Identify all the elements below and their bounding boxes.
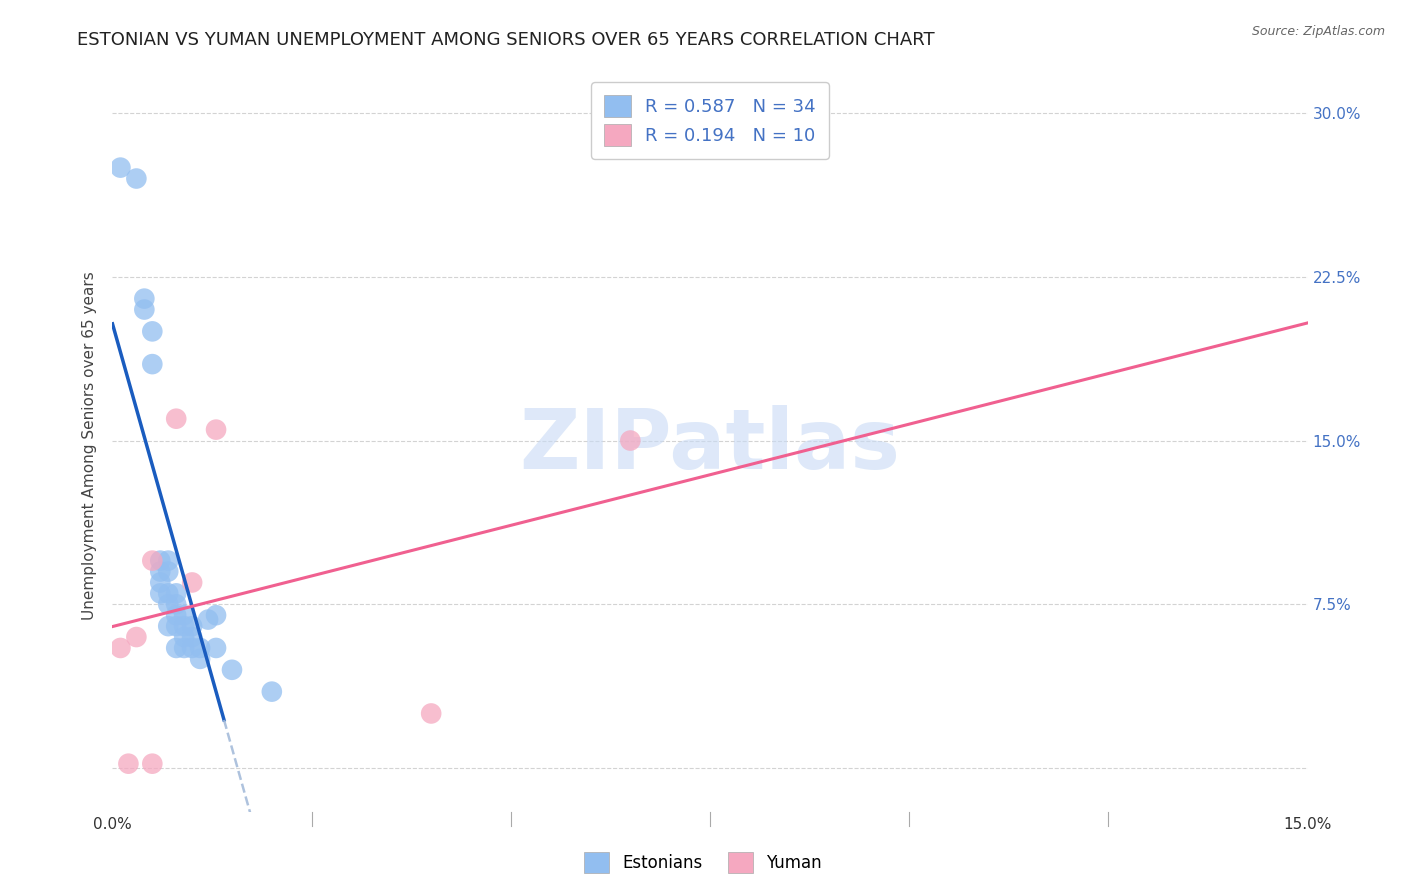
Point	[181, 630, 204, 644]
Point	[205, 423, 228, 437]
Point	[619, 434, 641, 448]
Point	[117, 756, 139, 771]
Point	[188, 640, 211, 655]
Point	[141, 554, 163, 568]
Point	[157, 586, 180, 600]
Text: Source: ZipAtlas.com: Source: ZipAtlas.com	[1251, 25, 1385, 38]
Point	[165, 597, 187, 611]
Point	[165, 640, 187, 655]
Point	[221, 663, 243, 677]
Point	[125, 630, 148, 644]
Point	[141, 357, 163, 371]
Point	[149, 586, 172, 600]
Point	[157, 619, 180, 633]
Point	[173, 640, 195, 655]
Point	[173, 619, 195, 633]
Point	[134, 302, 156, 317]
Point	[173, 630, 195, 644]
Text: ESTONIAN VS YUMAN UNEMPLOYMENT AMONG SENIORS OVER 65 YEARS CORRELATION CHART: ESTONIAN VS YUMAN UNEMPLOYMENT AMONG SEN…	[77, 31, 935, 49]
Text: ZIPatlas: ZIPatlas	[520, 406, 900, 486]
Point	[181, 640, 204, 655]
Point	[157, 597, 180, 611]
Legend: R = 0.587   N = 34, R = 0.194   N = 10: R = 0.587 N = 34, R = 0.194 N = 10	[592, 82, 828, 159]
Point	[110, 161, 132, 175]
Legend: Estonians, Yuman: Estonians, Yuman	[578, 846, 828, 880]
Point	[149, 554, 172, 568]
Point	[205, 608, 228, 623]
Point	[157, 554, 180, 568]
Point	[188, 652, 211, 666]
Point	[173, 608, 195, 623]
Point	[134, 292, 156, 306]
Point	[141, 756, 163, 771]
Point	[181, 575, 204, 590]
Point	[165, 586, 187, 600]
Point	[165, 619, 187, 633]
Point	[260, 684, 283, 698]
Point	[125, 171, 148, 186]
Point	[165, 608, 187, 623]
Point	[420, 706, 443, 721]
Point	[197, 613, 219, 627]
Point	[149, 575, 172, 590]
Point	[181, 619, 204, 633]
Point	[110, 640, 132, 655]
Point	[157, 565, 180, 579]
Point	[141, 324, 163, 338]
Point	[165, 411, 187, 425]
Point	[149, 565, 172, 579]
Point	[205, 640, 228, 655]
Y-axis label: Unemployment Among Seniors over 65 years: Unemployment Among Seniors over 65 years	[82, 272, 97, 620]
